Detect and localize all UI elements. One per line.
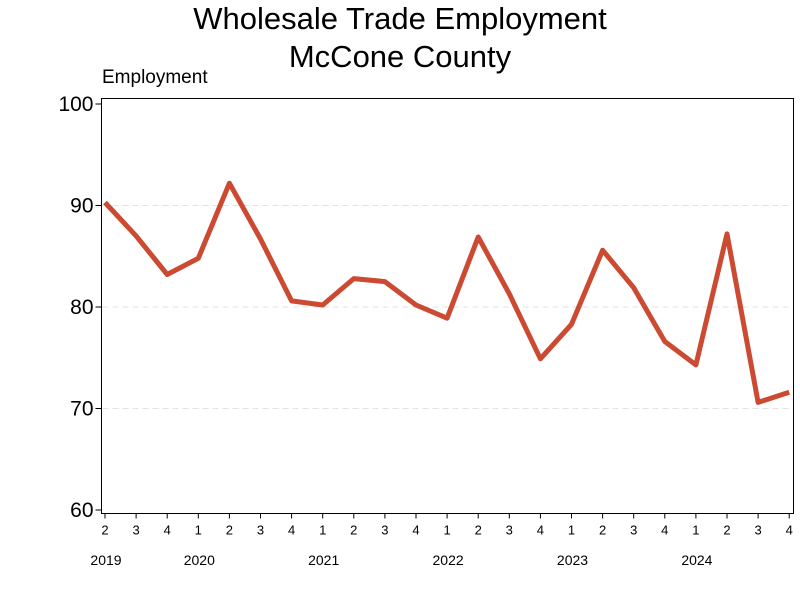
chart-subtitle: McCone County [288, 39, 512, 74]
x-tick-label: 2 [723, 523, 730, 538]
x-tick-label: 3 [630, 523, 637, 538]
year-label: 2019 [90, 552, 121, 568]
x-tick-label: 4 [412, 523, 419, 538]
y-tick-label: 60 [70, 499, 93, 522]
x-tick-label: 3 [381, 523, 388, 538]
x-tick-label: 4 [288, 523, 295, 538]
series-line-0 [103, 180, 790, 405]
year-label: 2023 [557, 552, 588, 568]
x-tick-label: 2 [350, 523, 357, 538]
plot-frame [101, 98, 794, 514]
x-tick-label: 2 [101, 523, 108, 538]
x-tick-label: 2 [226, 523, 233, 538]
y-axis: 60 70 80 90 100 [58, 93, 102, 522]
y-tick-label: 80 [70, 296, 93, 319]
x-tick-label: 3 [132, 523, 139, 538]
x-tick-label: 2 [475, 523, 482, 538]
series-layer [103, 180, 790, 405]
x-tick-label: 2 [599, 523, 606, 538]
x-tick-label: 4 [164, 523, 171, 538]
y-axis-label: Employment [102, 67, 208, 88]
year-label: 2020 [184, 552, 215, 568]
x-tick-label: 4 [537, 523, 544, 538]
y-tick-label: 90 [70, 195, 93, 218]
year-label: 2022 [433, 552, 464, 568]
x-tick-label: 4 [786, 523, 793, 538]
x-tick-label: 1 [568, 523, 575, 538]
x-tick-label: 3 [754, 523, 761, 538]
y-tick-label: 70 [70, 398, 93, 421]
x-tick-label: 3 [257, 523, 264, 538]
x-tick-label: 1 [692, 523, 699, 538]
x-axis: 2 3 4 1 2 3 4 1 2 3 4 1 2 3 4 1 2 3 4 1 2 3 4 2019 2020 2021 2022 2… [90, 513, 793, 568]
x-tick-label: 1 [195, 523, 202, 538]
x-tick-label: 1 [443, 523, 450, 538]
x-tick-label: 1 [319, 523, 326, 538]
chart-title: Wholesale Trade Employment [193, 1, 607, 36]
year-label: 2021 [308, 552, 339, 568]
x-tick-label: 3 [506, 523, 513, 538]
x-tick-label: 4 [661, 523, 668, 538]
year-label: 2024 [681, 552, 712, 568]
y-tick-label: 100 [58, 93, 93, 116]
